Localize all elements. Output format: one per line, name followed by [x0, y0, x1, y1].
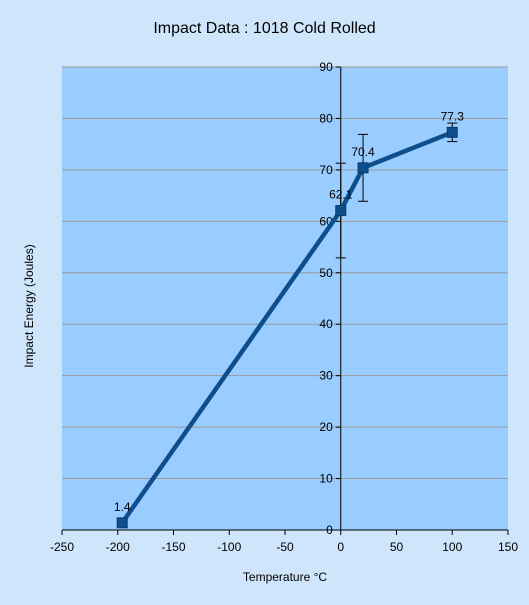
x-tick-label: -200	[106, 540, 130, 554]
data-point	[116, 517, 128, 529]
data-label: 1.4	[114, 500, 131, 514]
plot-background	[62, 67, 508, 530]
x-tick-label: -150	[161, 540, 185, 554]
x-axis-label: Temperature °C	[242, 570, 328, 584]
y-tick-label: 70	[319, 163, 333, 177]
x-tick-label: 0	[337, 540, 344, 554]
series-line	[120, 130, 454, 525]
x-tick-label: -50	[276, 540, 294, 554]
y-tick-label: 30	[319, 369, 333, 383]
data-label: 70.4	[351, 145, 375, 159]
chart-title: Impact Data : 1018 Cold Rolled	[153, 20, 376, 37]
data-point	[357, 162, 369, 174]
x-tick-label: 150	[498, 540, 518, 554]
y-tick-label: 10	[319, 472, 333, 486]
data-point	[446, 126, 458, 138]
y-tick-label: 50	[319, 266, 333, 280]
y-tick-label: 0	[326, 523, 333, 537]
x-tick-label: -100	[217, 540, 241, 554]
x-tick-label: 100	[442, 540, 462, 554]
x-tick-label: 50	[390, 540, 404, 554]
y-tick-label: 40	[319, 317, 333, 331]
y-tick-label: 90	[319, 60, 333, 74]
x-tick-label: -250	[50, 540, 74, 554]
data-point	[335, 205, 347, 217]
y-tick-label: 80	[319, 111, 333, 125]
data-label: 62.1	[329, 188, 353, 202]
y-tick-label: 20	[319, 420, 333, 434]
data-label: 77.3	[441, 109, 465, 123]
